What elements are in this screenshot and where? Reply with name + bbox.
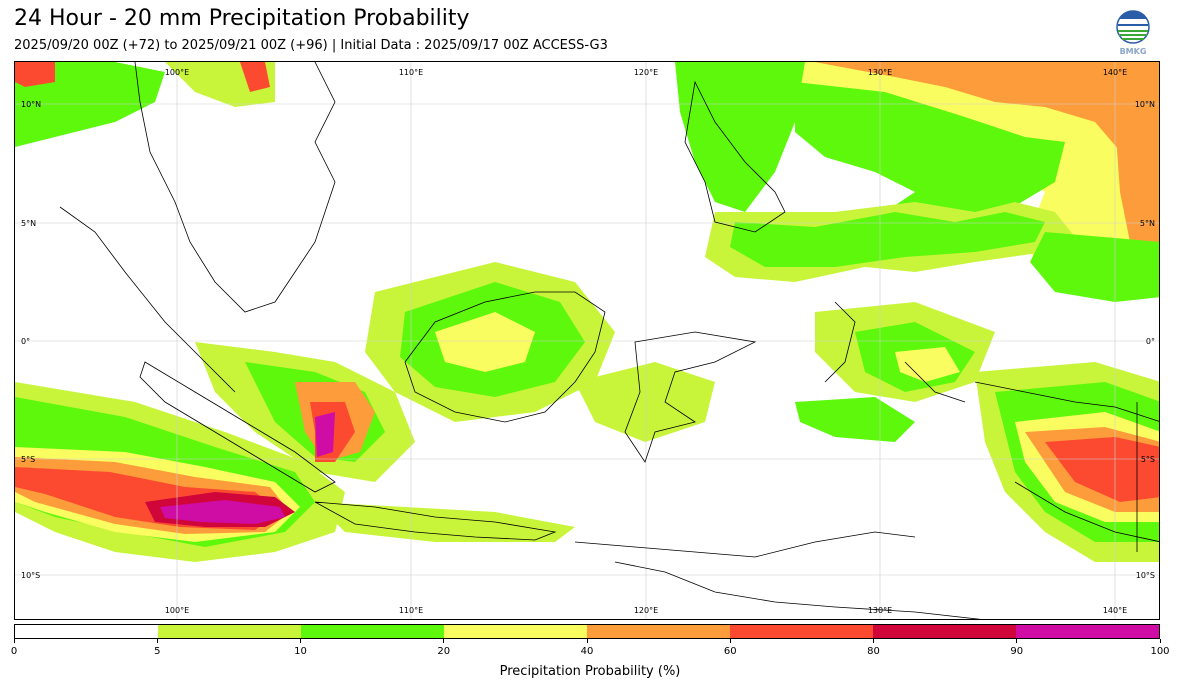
lon-label-bottom: 100°E bbox=[165, 606, 189, 615]
lon-label-top: 110°E bbox=[399, 68, 423, 77]
field-orange-ne2 bbox=[1115, 112, 1159, 261]
gridlines bbox=[15, 62, 1159, 619]
lat-label-left: 10°S bbox=[21, 571, 40, 580]
colorbar-segment bbox=[444, 625, 587, 638]
colorbar-tick-label: 80 bbox=[867, 646, 880, 657]
field-green-java bbox=[315, 502, 575, 542]
field-green-pacific3 bbox=[730, 212, 1045, 267]
coast-maluku bbox=[824, 301, 966, 403]
lat-label-right: 5°S bbox=[1141, 455, 1155, 464]
coast-nusatenggara bbox=[574, 531, 916, 558]
colorbar-tick-mark bbox=[443, 639, 445, 643]
colorbar-segment bbox=[1016, 625, 1159, 638]
coast-sulawesi bbox=[624, 331, 757, 463]
colorbar-tick-label: 5 bbox=[154, 646, 161, 657]
latitude-labels: 10°N 5°N 0° 5°S 10°S 10°N 5°N 0° 5°S 10°… bbox=[21, 100, 1155, 580]
lon-label-top: 140°E bbox=[1103, 68, 1127, 77]
colorbar bbox=[14, 624, 1160, 639]
field-red-papua bbox=[1045, 437, 1159, 502]
coast-sumatra bbox=[139, 361, 336, 493]
colorbar-segment bbox=[158, 625, 301, 638]
field-green-philippines bbox=[675, 62, 805, 212]
chart-subtitle: 2025/09/20 00Z (+72) to 2025/09/21 00Z (… bbox=[14, 38, 608, 53]
field-magenta-io bbox=[160, 500, 285, 524]
colorbar-segment bbox=[15, 625, 158, 638]
lat-label-right: 10°N bbox=[1135, 100, 1155, 109]
colorbar-tick-mark bbox=[586, 639, 588, 643]
field-red-nw bbox=[15, 62, 55, 87]
colorbar-tick-label: 100 bbox=[1150, 646, 1170, 657]
lon-label-top: 130°E bbox=[868, 68, 892, 77]
lon-label-bottom: 130°E bbox=[868, 606, 892, 615]
precipitation-map: 100°E 110°E 120°E 130°E 140°E 100°E 110°… bbox=[15, 62, 1159, 619]
bmkg-logo-icon: BMKG bbox=[1112, 10, 1154, 56]
colorbar-tick-mark bbox=[13, 639, 15, 643]
map-panel: 100°E 110°E 120°E 130°E 140°E 100°E 110°… bbox=[14, 61, 1160, 620]
lon-label-top: 120°E bbox=[634, 68, 658, 77]
colorbar-tick-label: 20 bbox=[437, 646, 451, 657]
coast-malay bbox=[59, 206, 236, 393]
lon-label-bottom: 110°E bbox=[399, 606, 423, 615]
lon-label-bottom: 140°E bbox=[1103, 606, 1127, 615]
lat-label-right: 5°N bbox=[1140, 219, 1155, 228]
coast-australia bbox=[614, 561, 981, 619]
colorbar-tick-mark bbox=[156, 639, 158, 643]
field-magenta-sumatra bbox=[315, 412, 335, 457]
colorbar-segment bbox=[873, 625, 1016, 638]
lat-label-left: 5°S bbox=[21, 455, 35, 464]
colorbar-tick-mark bbox=[1159, 639, 1161, 643]
coast-indochina bbox=[134, 62, 336, 313]
colorbar-tick-label: 0 bbox=[10, 646, 18, 657]
colorbar-tick-label: 60 bbox=[723, 646, 737, 657]
lon-label-bottom: 120°E bbox=[634, 606, 658, 615]
colorbar-label: Precipitation Probability (%) bbox=[499, 664, 681, 679]
probability-field bbox=[15, 62, 1159, 562]
field-green-timor bbox=[795, 397, 915, 442]
field-yellow-borneo bbox=[435, 312, 535, 372]
longitude-labels: 100°E 110°E 120°E 130°E 140°E 100°E 110°… bbox=[165, 68, 1127, 615]
field-red-n bbox=[240, 62, 270, 92]
field-yellow-maluku bbox=[895, 347, 960, 382]
field-green-east bbox=[1030, 232, 1159, 302]
field-green-sulawesi bbox=[575, 362, 715, 442]
colorbar-tick-mark bbox=[729, 639, 731, 643]
lat-label-right: 10°S bbox=[1136, 571, 1155, 580]
logo-text: BMKG bbox=[1120, 47, 1147, 56]
lat-label-left: 5°N bbox=[21, 219, 36, 228]
coast-java bbox=[314, 501, 557, 541]
colorbar-tick-label: 10 bbox=[294, 646, 307, 657]
field-orange-ne bbox=[815, 62, 1159, 157]
colorbar-segment bbox=[301, 625, 444, 638]
coastlines bbox=[59, 62, 1159, 619]
lat-label-left: 0° bbox=[21, 337, 30, 346]
field-green-nw bbox=[15, 62, 165, 147]
colorbar-tick-label: 90 bbox=[1010, 646, 1024, 657]
coast-papua bbox=[974, 381, 1159, 542]
colorbar-tick-label: 40 bbox=[580, 646, 594, 657]
lon-label-top: 100°E bbox=[165, 68, 189, 77]
colorbar-tick-mark bbox=[1016, 639, 1018, 643]
colorbar-segment bbox=[587, 625, 730, 638]
coast-philippines bbox=[684, 80, 786, 233]
colorbar-tick-mark bbox=[300, 639, 301, 643]
chart-title: 24 Hour - 20 mm Precipitation Probabilit… bbox=[14, 6, 470, 31]
coast-borneo bbox=[404, 291, 606, 423]
lat-label-right: 0° bbox=[1146, 337, 1155, 346]
lat-label-left: 10°N bbox=[21, 100, 41, 109]
colorbar-segment bbox=[730, 625, 873, 638]
field-green-pacific bbox=[795, 82, 1065, 247]
colorbar-tick-mark bbox=[873, 639, 874, 643]
